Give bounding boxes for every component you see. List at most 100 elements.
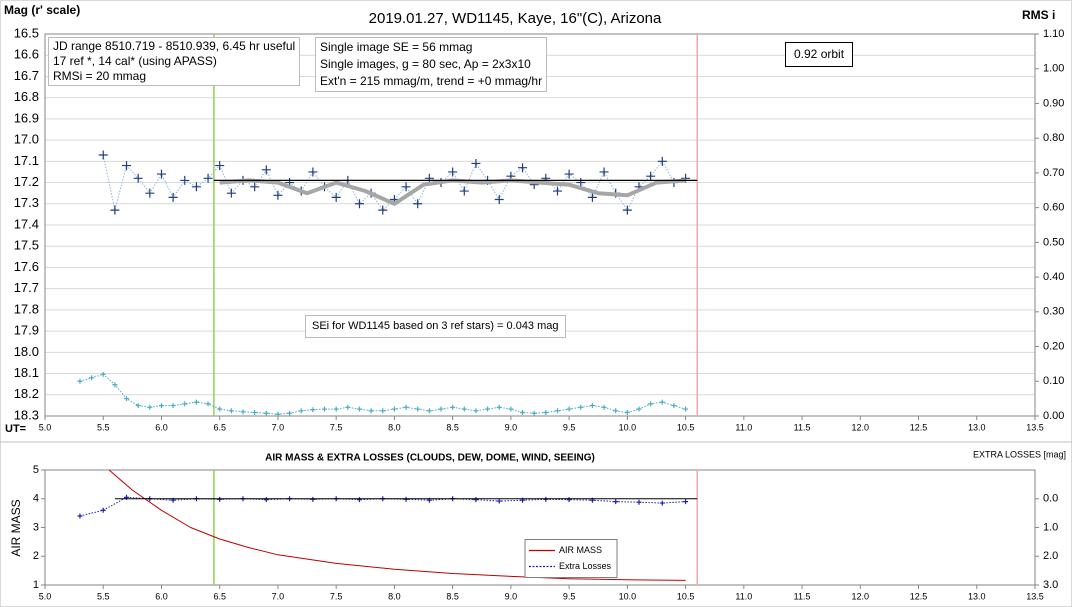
y2-tick-label: 1.10 — [1043, 28, 1064, 40]
plot-area — [44, 469, 1036, 586]
data-point — [322, 406, 328, 412]
y-tick-label: 1 — [33, 579, 39, 591]
y-tick-label: 16.8 — [14, 89, 39, 104]
data-point — [566, 406, 572, 412]
data-point — [636, 499, 642, 505]
x-tick-label: 6.5 — [213, 422, 226, 432]
data-point — [473, 497, 479, 503]
data-point — [576, 178, 586, 188]
data-point — [496, 498, 502, 504]
data-point — [622, 205, 632, 215]
data-point — [683, 499, 689, 505]
legend-box — [524, 539, 618, 578]
y2-tick-label: 0.30 — [1043, 306, 1064, 318]
data-point — [217, 406, 223, 412]
x-tick-label: 10.5 — [677, 422, 695, 432]
data-point — [543, 410, 549, 416]
y2-tick-label: 1.0 — [1043, 521, 1058, 533]
data-point — [380, 408, 386, 414]
y2-axis-title: EXTRA LOSSES [mag] — [973, 449, 1066, 459]
x-tick-label: 5.0 — [39, 422, 52, 432]
data-point — [601, 404, 607, 410]
x-tick-label: 7.5 — [330, 422, 343, 432]
y2-tick-label: 2.0 — [1043, 550, 1058, 562]
data-point — [471, 158, 481, 168]
data-point — [110, 205, 120, 215]
info-line: Single images, g = 80 sec, Ap = 2x3x10 — [320, 57, 531, 71]
data-point — [403, 404, 409, 410]
orbit-box: 0.92 orbit — [785, 42, 854, 67]
y2-tick-label: 1.00 — [1043, 63, 1064, 75]
info-line: RMSi = 20 mmag — [53, 69, 147, 83]
data-point — [578, 404, 584, 410]
data-point — [240, 409, 246, 415]
data-point — [193, 399, 199, 405]
data-point — [275, 411, 281, 417]
y-tick-label: 17.9 — [14, 323, 39, 338]
data-point — [648, 401, 654, 407]
data-point — [89, 375, 95, 381]
x-tick-label: 6.5 — [213, 591, 226, 601]
x-tick-label: 12.0 — [852, 422, 870, 432]
y-tick-label: 17.0 — [14, 132, 39, 147]
data-point — [263, 410, 269, 416]
y-tick-label: 17.1 — [14, 153, 39, 168]
y-tick-label: 2 — [33, 550, 39, 562]
y2-tick-label: 0.90 — [1043, 97, 1064, 109]
data-point — [624, 410, 630, 416]
data-point — [112, 382, 118, 388]
data-point — [485, 406, 491, 412]
data-point — [543, 496, 549, 502]
data-point — [508, 406, 514, 412]
y2-tick-label: 0.40 — [1043, 271, 1064, 283]
data-point — [356, 406, 362, 412]
data-point — [77, 378, 83, 384]
x-tick-label: 9.5 — [563, 591, 576, 601]
data-point — [77, 513, 83, 519]
y-tick-label: 17.3 — [14, 195, 39, 210]
data-point — [613, 408, 619, 414]
data-point — [180, 175, 190, 185]
data-point — [156, 169, 166, 179]
x-tick-label: 12.5 — [910, 422, 928, 432]
data-point — [403, 496, 409, 502]
data-point — [124, 396, 130, 402]
y-tick-label: 18.1 — [14, 365, 39, 380]
info-line: JD range 8510.719 - 8510.939, 6.45 hr us… — [53, 39, 296, 53]
x-tick-label: 7.0 — [272, 422, 285, 432]
x-tick-label: 5.5 — [97, 591, 110, 601]
data-point — [473, 408, 479, 414]
data-point — [461, 406, 467, 412]
x-tick-label: 7.5 — [330, 591, 343, 601]
y-tick-label: 3 — [33, 521, 39, 533]
x-tick-label: 12.5 — [910, 591, 928, 601]
data-point — [331, 192, 341, 202]
y2-tick-label: 0.00 — [1043, 410, 1064, 422]
data-point — [496, 404, 502, 410]
data-point — [531, 410, 537, 416]
x-tick-label: 10.0 — [619, 591, 637, 601]
x-tick-label: 13.5 — [1026, 591, 1044, 601]
y-tick-label: 17.5 — [14, 238, 39, 253]
data-point — [518, 163, 528, 173]
x-tick-label: 5.0 — [39, 591, 52, 601]
y-tick-label: 16.9 — [14, 110, 39, 125]
x-tick-label: 10.5 — [677, 591, 695, 601]
x-axis-title: UT= — [5, 423, 26, 435]
x-tick-label: 11.0 — [735, 422, 752, 432]
data-point — [298, 408, 304, 414]
y-tick-label: 17.2 — [14, 174, 39, 189]
data-point — [135, 403, 141, 409]
y-axis-title: AIR MASS — [9, 499, 23, 556]
series-line — [108, 469, 686, 581]
x-tick-label: 11.0 — [735, 591, 752, 601]
y2-axis-title: RMS i — [1022, 8, 1055, 22]
data-point — [659, 500, 665, 506]
data-point — [205, 401, 211, 407]
plot-area — [44, 33, 1036, 417]
data-point — [566, 497, 572, 503]
info-line: Single image SE = 56 mmag — [320, 40, 473, 54]
data-point — [191, 182, 201, 192]
series-dotted-line — [102, 154, 686, 212]
